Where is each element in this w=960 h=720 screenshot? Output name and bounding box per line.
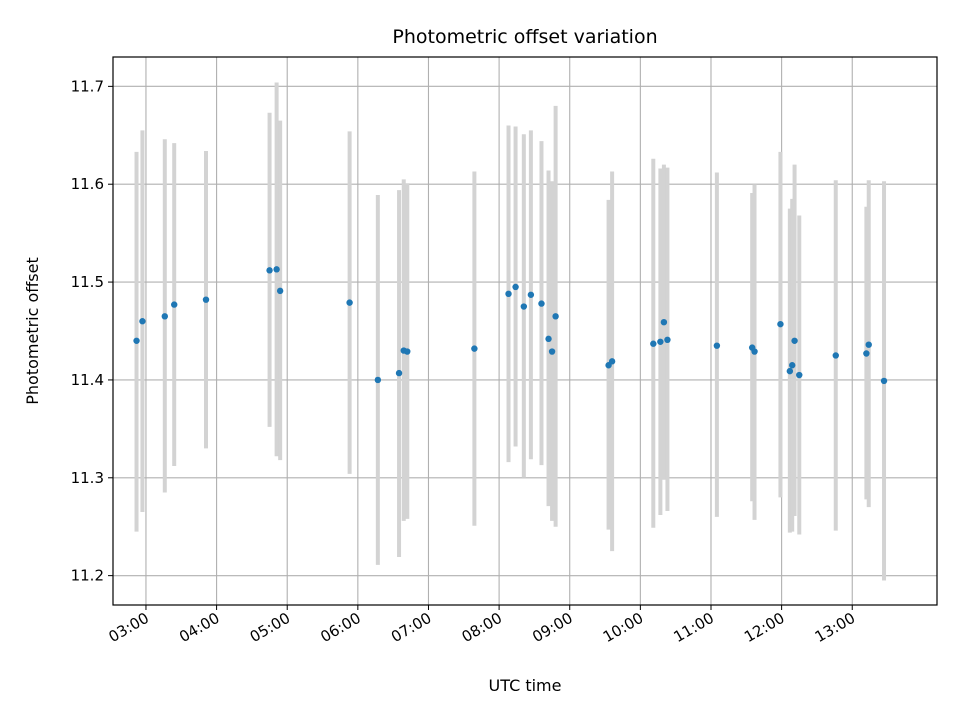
data-point	[133, 337, 140, 344]
data-point	[202, 296, 210, 303]
y-tick-label: 11.2	[71, 567, 104, 585]
data-point	[863, 350, 870, 357]
data-point	[545, 335, 552, 343]
plot-frame	[112, 56, 938, 606]
y-axis-title: Photometric offset	[23, 257, 42, 405]
data-point	[171, 301, 178, 308]
data-point	[520, 303, 528, 310]
data-point	[471, 345, 478, 352]
data-point	[865, 341, 872, 348]
data-point	[791, 337, 798, 344]
chart-title: Photometric offset variation	[392, 26, 657, 48]
data-point	[161, 313, 168, 320]
data-point	[505, 290, 512, 298]
data-point	[139, 318, 146, 325]
data-point	[395, 369, 403, 377]
data-point	[796, 371, 803, 379]
data-point	[512, 283, 519, 291]
data-point	[660, 318, 668, 326]
data-point	[880, 377, 888, 385]
data-point	[276, 287, 284, 295]
data-point	[404, 348, 411, 355]
x-axis-title: UTC time	[489, 676, 562, 695]
data-point	[777, 320, 784, 328]
data-point	[751, 348, 758, 355]
data-point	[664, 336, 671, 344]
data-point	[548, 348, 556, 355]
data-point	[832, 352, 839, 359]
y-tick-label: 11.4	[71, 371, 104, 389]
data-point	[657, 338, 664, 345]
data-point	[789, 362, 796, 369]
data-point	[552, 313, 559, 320]
data-point	[786, 367, 794, 375]
data-point	[346, 299, 353, 306]
data-point	[374, 376, 382, 384]
data-point	[650, 340, 657, 347]
y-tick-label: 11.6	[71, 175, 104, 193]
data-point	[538, 300, 545, 307]
y-tick-label: 11.7	[71, 77, 104, 95]
data-point	[608, 358, 616, 365]
data-point	[527, 291, 535, 298]
data-points	[133, 266, 888, 385]
y-tick-label: 11.5	[71, 273, 104, 291]
data-point	[266, 267, 273, 274]
y-tick-label: 11.3	[71, 469, 104, 487]
data-point	[273, 266, 280, 273]
data-point	[713, 342, 721, 349]
